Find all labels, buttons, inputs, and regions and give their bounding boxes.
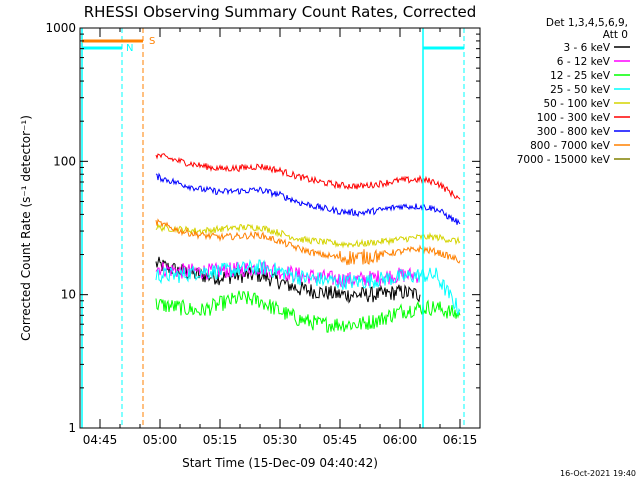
legend-header: Att 0: [603, 29, 628, 41]
generation-timestamp: 16-Oct-2021 19:40: [560, 469, 636, 478]
saa-flag-label: S: [149, 36, 155, 47]
y-tick-label: 1: [68, 421, 76, 435]
legend-entry-label: 6 - 12 keV: [557, 56, 611, 68]
legend-entry-label: 12 - 25 keV: [550, 70, 611, 82]
night-flag-label: N: [126, 43, 133, 54]
x-tick-label: 05:00: [143, 433, 178, 447]
legend: Det 1,3,4,5,6,9,Att 03 - 6 keV 6 - 12 keV…: [517, 17, 630, 166]
chart-title: RHESSI Observing Summary Count Rates, Co…: [84, 3, 477, 21]
series-line-5: [155, 153, 461, 200]
y-tick-label: 10: [61, 288, 76, 302]
series-line-4: [155, 223, 461, 249]
x-tick-label: 05:30: [263, 433, 298, 447]
series-line-3: [155, 259, 461, 316]
x-tick-label: 05:45: [323, 433, 358, 447]
y-tick-label: 1000: [45, 21, 76, 35]
legend-header: Det 1,3,4,5,6,9,: [546, 17, 628, 29]
plot-frame: [79, 27, 481, 429]
x-tick-label: 06:15: [443, 433, 478, 447]
series-line-6: [155, 172, 461, 225]
x-tick-label: 05:15: [203, 433, 238, 447]
legend-entry-label: 800 - 7000 keV: [530, 140, 611, 152]
series-line-7: [155, 218, 461, 266]
y-axis-label: Corrected Count Rate (s⁻¹ detector⁻¹): [19, 115, 33, 341]
x-axis-label: Start Time (15-Dec-09 04:40:42): [182, 456, 378, 470]
legend-entry-label: 50 - 100 keV: [543, 98, 610, 110]
x-tick-label: 06:00: [383, 433, 418, 447]
y-tick-label: 100: [53, 154, 76, 168]
plot-area: SN: [81, 28, 465, 428]
axes: 1 10 100 1000 04:45 05:00 05:15 05:30 05:45 06:00…: [45, 21, 481, 447]
legend-entry-label: 100 - 300 keV: [537, 112, 611, 124]
legend-entry-label: 7000 - 15000 keV: [517, 154, 611, 166]
x-tick-label: 04:45: [83, 433, 118, 447]
legend-entry-label: 25 - 50 keV: [550, 84, 611, 96]
series-line-2: [155, 290, 461, 333]
legend-entry-label: 300 - 800 keV: [537, 126, 611, 138]
legend-entry-label: 3 - 6 keV: [563, 42, 610, 54]
